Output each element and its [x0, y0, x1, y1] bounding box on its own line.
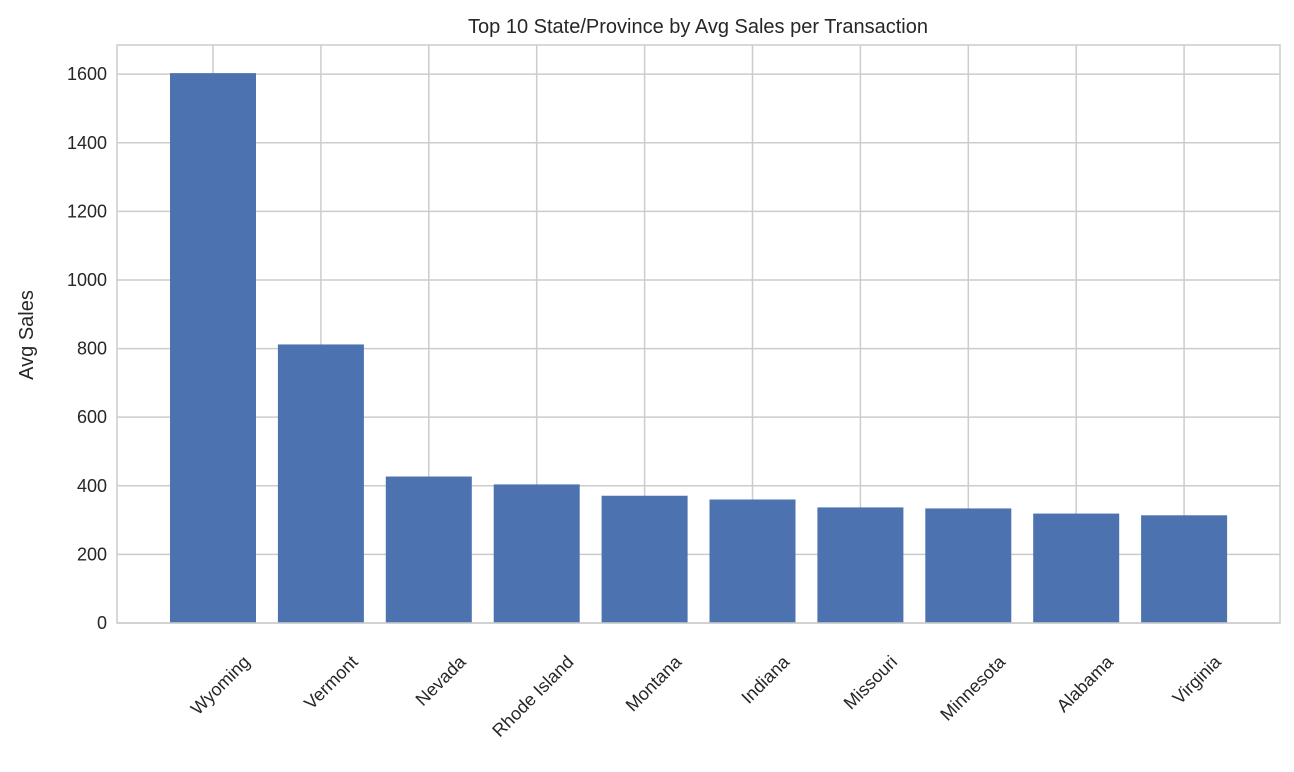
x-tick-label: Alabama: [1053, 651, 1118, 716]
x-tick-label: Rhode Island: [488, 652, 577, 741]
y-axis-title: Avg Sales: [16, 290, 38, 380]
y-tick-label: 400: [77, 476, 107, 496]
bar: [1141, 515, 1228, 623]
y-tick-label: 600: [77, 407, 107, 427]
x-tick-label: Nevada: [412, 651, 471, 710]
x-tick-label: Montana: [622, 651, 686, 715]
y-tick-labels: 0 200 400 600 800 1000 1200 1400 1600: [67, 64, 107, 633]
bar: [170, 73, 256, 624]
bar-layer: [170, 73, 1228, 624]
y-tick-label: 200: [77, 544, 107, 564]
x-tick-label: Virginia: [1169, 651, 1226, 708]
bar: [925, 508, 1012, 623]
x-tick-label: Minnesota: [936, 651, 1010, 725]
bar: [493, 484, 580, 623]
chart-title: Top 10 State/Province by Avg Sales per T…: [468, 16, 928, 38]
x-tick-label: Missouri: [840, 652, 902, 714]
plot-frame: [116, 44, 1281, 624]
x-tick-labels: Wyoming Vermont Nevada Rhode Island Montana I…: [187, 651, 1226, 741]
bar: [709, 499, 796, 623]
y-tick-label: 1600: [67, 64, 107, 84]
y-tick-label: 1400: [67, 133, 107, 153]
bar: [277, 344, 364, 623]
bar: [1033, 513, 1120, 623]
y-tick-label: 0: [97, 613, 107, 633]
x-tick-label: Indiana: [737, 651, 794, 708]
bar: [817, 507, 904, 623]
x-tick-label: Wyoming: [187, 652, 254, 719]
x-tick-label: Vermont: [300, 652, 362, 714]
bar: [601, 495, 688, 623]
y-tick-label: 800: [77, 339, 107, 359]
y-tick-label: 1200: [67, 201, 107, 221]
y-tick-label: 1000: [67, 270, 107, 290]
bar: [385, 476, 472, 623]
